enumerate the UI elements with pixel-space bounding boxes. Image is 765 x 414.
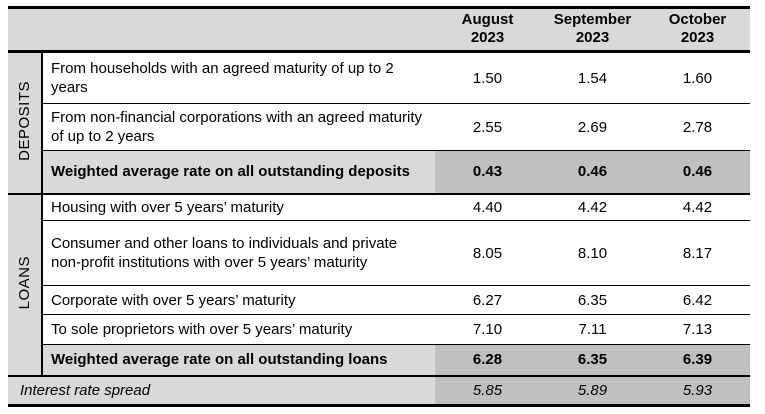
row-desc: From non-financial corporations with an … — [42, 103, 435, 151]
rate-value: 5.93 — [645, 374, 750, 407]
rate-value: 6.42 — [645, 285, 750, 315]
row-weighted-average-loans: Weighted average rate on all outstanding… — [8, 344, 750, 376]
row-consumer-loans: Consumer and other loans to individuals … — [8, 220, 750, 286]
rate-value: 6.35 — [540, 344, 645, 376]
rate-value: 5.89 — [540, 374, 645, 407]
row-desc: From households with an agreed maturity … — [42, 51, 435, 104]
rate-value: 7.13 — [645, 314, 750, 345]
row-households-deposits: DEPOSITS From households with an agreed … — [8, 51, 750, 194]
row-desc: Weighted average rate on all outstanding… — [42, 344, 435, 376]
rate-value: 0.46 — [645, 150, 750, 194]
rate-value: 1.60 — [645, 51, 750, 104]
rate-value: 4.42 — [645, 192, 750, 221]
section-label-deposits: DEPOSITS — [8, 51, 43, 194]
rate-value: 1.50 — [435, 51, 540, 104]
rate-value: 5.85 — [435, 374, 540, 407]
rate-value: 8.10 — [540, 220, 645, 286]
rate-value: 7.10 — [435, 314, 540, 345]
column-header-september: September 2023 — [540, 6, 645, 53]
row-nonfinancial-deposits: From non-financial corporations with an … — [8, 103, 750, 151]
rate-value: 7.11 — [540, 314, 645, 345]
row-sole-proprietors-loans: To sole proprietors with over 5 years’ m… — [8, 314, 750, 345]
header-corner-cell — [8, 6, 435, 53]
row-desc: Corporate with over 5 years’ maturity — [42, 285, 435, 315]
rate-value: 6.39 — [645, 344, 750, 376]
loans-vertical-label: LOANS — [16, 255, 33, 310]
rate-value: 8.17 — [645, 220, 750, 286]
rate-value: 4.42 — [540, 192, 645, 221]
rate-value: 0.43 — [435, 150, 540, 194]
rate-value: 6.35 — [540, 285, 645, 315]
rate-value: 8.05 — [435, 220, 540, 286]
rate-value: 4.40 — [435, 192, 540, 221]
section-label-loans: LOANS — [8, 192, 43, 376]
row-housing-loans: LOANS Housing with over 5 years’ maturit… — [8, 192, 750, 376]
rate-value: 0.46 — [540, 150, 645, 194]
row-weighted-average-deposits: Weighted average rate on all outstanding… — [8, 150, 750, 194]
row-desc: Weighted average rate on all outstanding… — [42, 150, 435, 194]
rate-value: 2.55 — [435, 103, 540, 151]
column-header-october: October 2023 — [645, 6, 750, 53]
rate-value: 2.78 — [645, 103, 750, 151]
rate-value: 2.69 — [540, 103, 645, 151]
row-desc: Consumer and other loans to individuals … — [42, 220, 435, 286]
interest-rates-table: August 2023 September 2023 October 2023 … — [8, 6, 750, 407]
rate-value: 6.28 — [435, 344, 540, 376]
rate-value: 1.54 — [540, 51, 645, 104]
deposits-vertical-label: DEPOSITS — [16, 80, 33, 161]
spread-label: Interest rate spread — [8, 374, 435, 407]
table-header-row: August 2023 September 2023 October 2023 — [8, 6, 750, 53]
rate-value: 6.27 — [435, 285, 540, 315]
row-interest-rate-spread: Interest rate spread 5.85 5.89 5.93 — [8, 374, 750, 407]
row-corporate-loans: Corporate with over 5 years’ maturity 6.… — [8, 285, 750, 315]
row-desc: Housing with over 5 years’ maturity — [42, 192, 435, 221]
row-desc: To sole proprietors with over 5 years’ m… — [42, 314, 435, 345]
column-header-august: August 2023 — [435, 6, 540, 53]
